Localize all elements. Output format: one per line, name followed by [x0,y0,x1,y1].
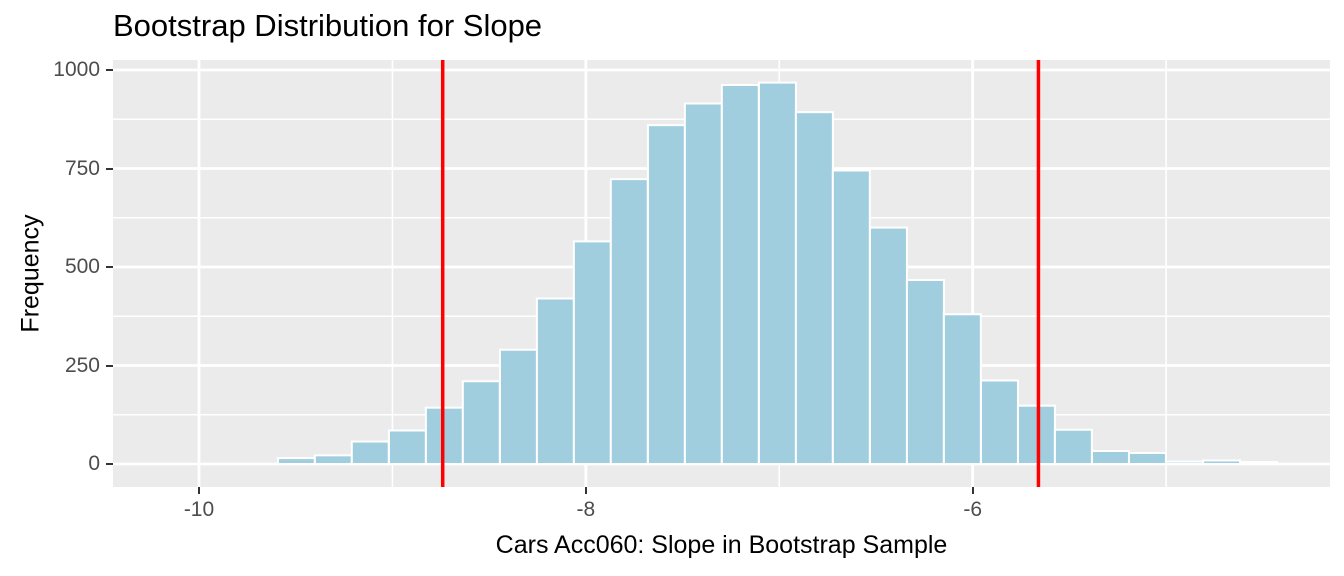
histogram-bar [979,379,1019,465]
y-tick-mark [106,69,113,71]
histogram-plot-area [113,60,1330,487]
y-tick-mark [106,463,113,465]
y-tick-label: 0 [88,452,100,475]
x-tick-label: -6 [963,498,983,521]
histogram-bar [1091,449,1131,465]
y-tick-label: 1000 [53,58,100,81]
x-tick-mark [198,487,200,494]
y-tick-label: 250 [64,353,100,377]
histogram-bar [1053,428,1093,465]
histogram-bar [683,102,723,466]
y-tick-mark [106,266,113,268]
y-tick-label: 750 [64,156,100,180]
histogram-bar [387,429,427,466]
histogram-bar [1016,404,1056,465]
histogram-bar [350,440,390,465]
histogram-bar [794,111,834,466]
y-tick-mark [106,167,113,170]
x-tick-label: -8 [576,498,596,521]
y-axis-title: Frequency [16,214,45,333]
histogram-bar [1127,451,1167,465]
histogram-bar [757,81,797,465]
x-tick-mark [971,487,974,494]
histogram-bar [646,124,686,465]
histogram-bar [720,83,760,466]
histogram-bar [572,240,612,465]
y-tick-label: 500 [64,255,100,278]
histogram-bar [905,279,945,465]
histogram-bar [831,169,871,465]
histogram-bar [868,226,908,465]
x-tick-mark [584,487,587,494]
plot-panel [113,60,1330,487]
histogram-bar [276,457,316,465]
histogram-bar [498,348,538,465]
histogram-bar [313,454,353,466]
histogram-bar [1202,459,1242,466]
y-tick-mark [106,364,113,367]
histogram-bar [609,178,649,465]
x-tick-label: -10 [183,498,215,521]
histogram-bar [1164,460,1204,465]
plot-title: Bootstrap Distribution for Slope [113,8,543,43]
histogram-bar [942,313,982,465]
histogram-bar [535,297,575,465]
x-axis-title: Cars Acc060: Slope in Bootstrap Sample [495,531,948,559]
histogram-bar [1238,461,1278,465]
histogram-bar [461,380,501,466]
